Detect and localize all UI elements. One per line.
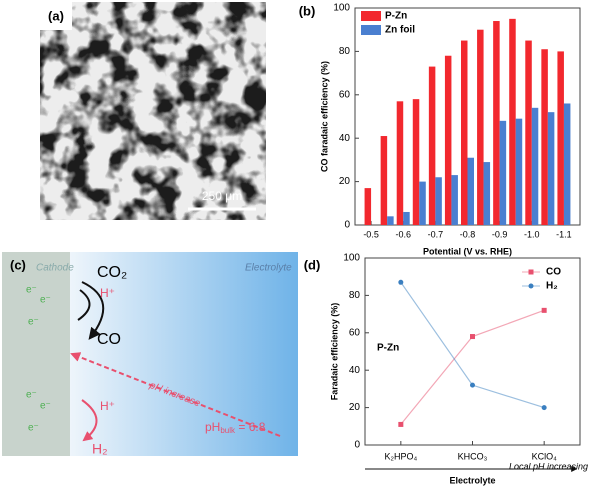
x-tick-label: -0.7	[428, 229, 444, 239]
x-tick-label: -1.1	[556, 229, 572, 239]
point	[541, 405, 547, 411]
x-tick-label: -0.6	[395, 229, 411, 239]
electron: e⁻	[40, 295, 51, 306]
legend-label: Zn foil	[385, 25, 415, 36]
bar	[364, 188, 372, 225]
point	[470, 382, 475, 388]
x-tick-label: -0.8	[460, 229, 476, 239]
bar	[380, 136, 388, 225]
panel-label: (a)	[48, 8, 64, 23]
y-tick-label: 40	[339, 133, 351, 144]
x-axis-label: Potential (V vs. RHE)	[423, 246, 512, 256]
bar	[419, 181, 426, 225]
electrolyte-region	[70, 252, 298, 456]
legend-label: P-Zn	[385, 11, 407, 22]
bar	[412, 99, 420, 225]
reaction-arrow	[77, 281, 105, 338]
y-tick-label: 80	[339, 46, 351, 57]
x-axis-label: Electrolyte	[449, 475, 495, 485]
bar	[451, 175, 458, 225]
electrolyte-label: Electrolyte	[245, 263, 292, 274]
y-tick-label: 100	[333, 3, 350, 14]
cathode-label: Cathode	[36, 263, 74, 274]
point	[470, 334, 475, 340]
legend-swatch	[361, 25, 381, 35]
bar	[477, 29, 484, 226]
micrograph-texture	[40, 2, 266, 220]
electron: e⁻	[26, 390, 37, 401]
bar	[403, 211, 410, 225]
x-tick-label: -0.5	[363, 229, 379, 239]
y-axis-label: Faradaic efficiency (%)	[329, 303, 339, 401]
bar	[557, 51, 564, 226]
legend-marker	[528, 269, 534, 275]
legend-label: CO	[546, 267, 561, 278]
y-tick-label: 20	[339, 176, 351, 187]
species: CO	[97, 331, 121, 348]
bar	[499, 120, 507, 225]
micrograph: (a) 250 μm	[40, 2, 266, 220]
bar	[467, 157, 474, 225]
scale-bar-label: 250 μm	[202, 189, 242, 203]
schematic: (c) Cathode Electrolyte CO₂ H⁺ CO H⁺ H₂ …	[2, 252, 298, 457]
y-tick-label: 60	[349, 327, 361, 338]
species: H⁺	[100, 286, 115, 300]
cathode-region	[2, 252, 70, 456]
bar	[515, 118, 523, 225]
x-tick-label: -1.0	[524, 229, 540, 239]
species: H⁺	[100, 399, 115, 413]
electrons: e⁻ e⁻ e⁻ e⁻ e⁻ e⁻	[26, 285, 51, 434]
legend-swatch	[361, 11, 381, 21]
y-tick-label: 0	[344, 220, 350, 231]
panel-label: (d)	[304, 257, 321, 272]
bar	[387, 216, 394, 225]
bar	[461, 40, 468, 225]
bar	[531, 107, 539, 225]
legend-marker	[528, 283, 534, 289]
series-line	[400, 309, 545, 425]
arrow-label: Local pH increasing	[509, 461, 588, 471]
bar	[541, 49, 548, 226]
bar	[525, 40, 532, 225]
y-tick-label: 100	[343, 253, 360, 264]
series-line	[400, 281, 545, 409]
panel-label: (b)	[299, 3, 316, 18]
bar	[509, 18, 516, 225]
bar	[444, 55, 452, 225]
y-tick-label: 0	[354, 440, 360, 451]
label-box	[40, 2, 72, 30]
reaction-arrow	[81, 399, 98, 442]
electron: e⁻	[40, 401, 51, 412]
x-tick-label: -0.9	[492, 229, 508, 239]
bar	[493, 21, 500, 225]
ph-bulk-label: pHbulk = 6.8	[205, 420, 266, 435]
panel-label: (c)	[10, 257, 26, 272]
bar	[435, 177, 442, 225]
bar	[483, 162, 491, 225]
annotation: P-Zn	[377, 342, 399, 353]
bar	[547, 112, 555, 225]
species: H₂	[92, 441, 108, 457]
x-tick-label: KHCO₃	[458, 451, 488, 461]
y-tick-label: 80	[349, 290, 361, 301]
legend-label: H₂	[546, 281, 558, 292]
y-axis-label: CO faradaic efficiency (%)	[319, 61, 329, 172]
bar	[563, 103, 571, 225]
electron: e⁻	[28, 423, 39, 434]
bar	[396, 101, 404, 225]
point	[398, 421, 404, 427]
electron: e⁻	[28, 317, 39, 328]
species: CO₂	[97, 264, 127, 281]
point	[398, 279, 404, 285]
ph-arrow	[70, 352, 281, 437]
x-tick-label: K₂HPO₄	[384, 451, 417, 461]
y-tick-label: 20	[349, 402, 361, 413]
y-tick-label: 40	[349, 365, 361, 376]
x-tick-label: KClO₄	[532, 451, 558, 461]
bar	[428, 66, 436, 225]
y-tick-label: 60	[339, 89, 351, 100]
point	[541, 307, 547, 313]
electron: e⁻	[26, 285, 37, 296]
